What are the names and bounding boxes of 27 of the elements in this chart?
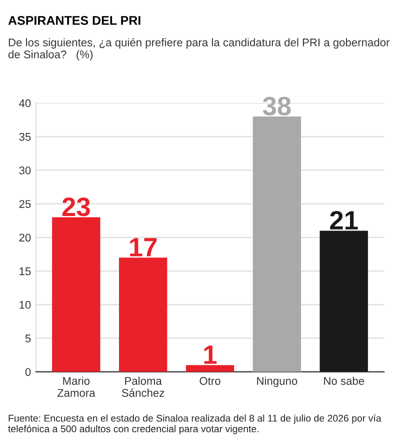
- chart-subtitle: De los siguientes, ¿a quién prefiere para la candidatura del PRI a gobernador de Sinaloa? (%): [8, 38, 390, 61]
- chart-title: ASPIRANTES DEL PRI: [8, 16, 140, 25]
- x-tick-label: No sabe: [324, 376, 364, 385]
- bar: [118, 258, 168, 372]
- y-tick-label: 40: [19, 99, 31, 108]
- y-tick-label: 5: [25, 334, 31, 342]
- data-label: 1: [204, 346, 217, 364]
- y-tick-label: 10: [20, 300, 31, 309]
- y-tick-label: 25: [19, 200, 31, 208]
- data-label: 17: [130, 238, 157, 256]
- y-tick-label: 35: [19, 132, 31, 141]
- x-tick-label: Ninguno: [257, 376, 298, 388]
- x-tick-label: Otro: [200, 376, 220, 385]
- data-label: 23: [62, 198, 90, 216]
- y-tick-label: 30: [19, 166, 31, 174]
- bar: [52, 217, 100, 372]
- data-label: 38: [262, 96, 291, 116]
- bar: [252, 116, 302, 372]
- x-tick-label: Paloma Sánchez: [122, 376, 164, 397]
- y-tick-label: 15: [20, 267, 31, 276]
- source-note: Fuente: Encuesta en el estado de Sinaloa realizada del 8 al 11 de julio de 2026 por vía telefónica a 500 adultos con credencial para votar vigente.: [8, 414, 382, 434]
- bar: [320, 230, 368, 372]
- data-label: 21: [330, 210, 358, 230]
- y-tick-label: 20: [19, 234, 31, 242]
- y-tick-label: 0: [25, 368, 31, 376]
- x-tick-label: Mario Zamora: [57, 376, 96, 397]
- bar: [186, 365, 234, 372]
